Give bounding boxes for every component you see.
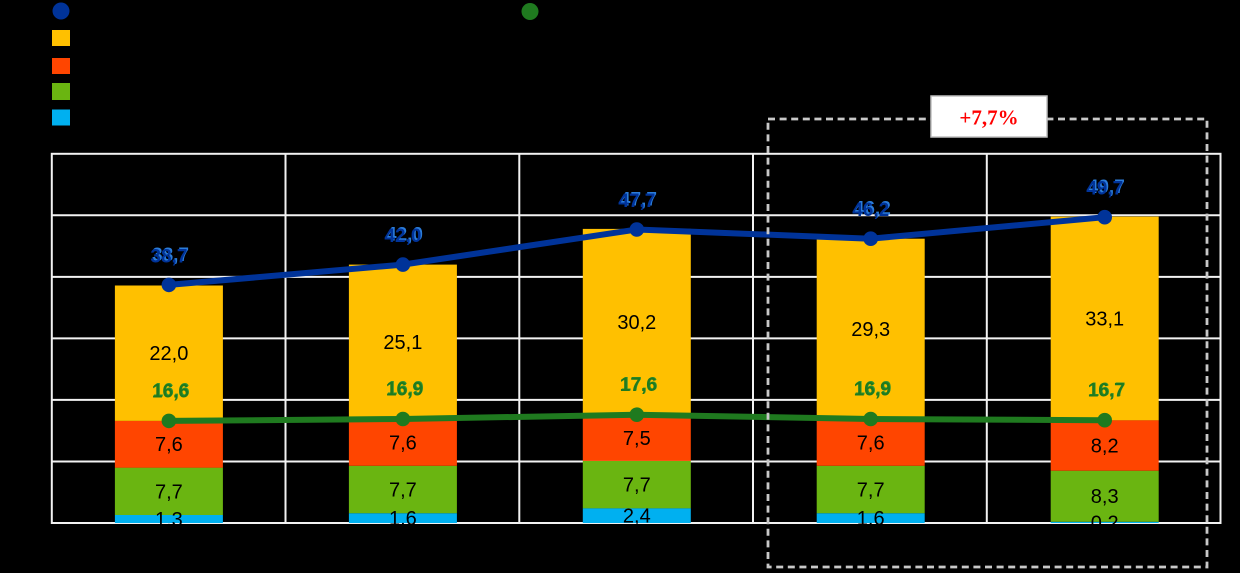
svg-text:42,0: 42,0 (386, 225, 423, 246)
svg-text:16,6: 16,6 (153, 381, 190, 402)
svg-text:0,2: 0,2 (1091, 512, 1119, 534)
svg-text:7,7: 7,7 (623, 475, 651, 497)
svg-text:47,7: 47,7 (620, 189, 657, 210)
svg-text:2,4: 2,4 (623, 506, 651, 528)
svg-text:33,1: 33,1 (1085, 308, 1124, 330)
svg-text:1,6: 1,6 (857, 508, 885, 530)
svg-text:16,9: 16,9 (387, 379, 424, 400)
svg-text:7,6: 7,6 (389, 432, 417, 454)
svg-text:7,5: 7,5 (623, 428, 651, 450)
svg-text:17,6: 17,6 (620, 375, 657, 396)
svg-text:16,6: 16,6 (152, 381, 189, 402)
svg-text:46,2: 46,2 (854, 199, 891, 220)
svg-text:8,3: 8,3 (1091, 486, 1119, 508)
svg-text:+7,7%: +7,7% (959, 106, 1018, 130)
svg-text:7,7: 7,7 (857, 480, 885, 502)
svg-text:16,7: 16,7 (1089, 380, 1126, 401)
svg-text:38,7: 38,7 (152, 245, 189, 266)
svg-text:42,0: 42,0 (384, 226, 421, 247)
svg-text:30,2: 30,2 (617, 312, 656, 334)
svg-text:7,6: 7,6 (155, 434, 183, 456)
svg-text:49,7: 49,7 (1086, 179, 1123, 200)
svg-text:16,9: 16,9 (386, 380, 423, 401)
svg-text:29,3: 29,3 (851, 319, 890, 341)
svg-text:16,9: 16,9 (854, 380, 891, 401)
svg-text:25,1: 25,1 (383, 332, 422, 354)
svg-text:16,7: 16,7 (1088, 381, 1125, 402)
svg-text:46,2: 46,2 (852, 200, 889, 221)
svg-text:1,6: 1,6 (389, 508, 417, 530)
svg-text:1,3: 1,3 (155, 509, 183, 531)
svg-text:47,7: 47,7 (618, 191, 655, 212)
svg-text:17,6: 17,6 (621, 374, 658, 395)
svg-text:49,7: 49,7 (1088, 177, 1125, 198)
svg-text:22,0: 22,0 (149, 343, 188, 365)
svg-text:7,7: 7,7 (389, 480, 417, 502)
svg-text:38,7: 38,7 (150, 246, 187, 267)
svg-text:8,2: 8,2 (1091, 436, 1119, 458)
svg-text:16,9: 16,9 (855, 379, 892, 400)
svg-text:7,7: 7,7 (155, 481, 183, 503)
svg-text:7,6: 7,6 (857, 432, 885, 454)
